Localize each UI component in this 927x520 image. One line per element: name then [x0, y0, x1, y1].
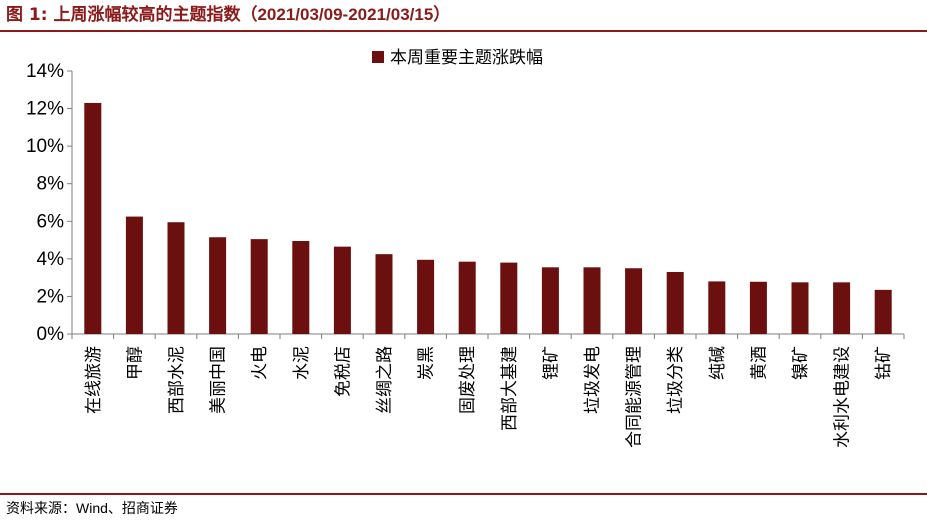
bar	[167, 222, 185, 334]
bar	[708, 281, 726, 334]
bar	[209, 237, 227, 334]
y-tick-label: 2%	[37, 286, 65, 307]
bar	[874, 289, 892, 334]
x-tick-label: 镍矿	[791, 346, 811, 380]
x-tick-label: 丝绸之路	[375, 346, 395, 414]
figure-title-prefix: 图 1:	[6, 5, 48, 25]
x-tick-label: 垃圾发电	[583, 346, 603, 414]
bar	[541, 267, 559, 334]
y-tick-label: 14%	[26, 61, 64, 82]
bar	[749, 281, 767, 334]
x-tick-label: 合同能源管理	[625, 346, 645, 448]
bar	[583, 267, 601, 334]
bar	[292, 241, 310, 334]
x-tick-label: 火电	[250, 346, 270, 380]
x-tick-label: 钴矿	[874, 346, 894, 380]
source-text: Wind、招商证券	[76, 500, 178, 516]
x-tick-label: 水泥	[292, 346, 312, 380]
bar	[791, 282, 809, 334]
source-prefix: 资料来源：	[6, 501, 76, 517]
legend-label: 本周重要主题涨跌幅	[390, 48, 543, 68]
bar	[84, 102, 102, 334]
x-tick-label: 美丽中国	[209, 346, 229, 414]
legend: 本周重要主题涨跌幅	[372, 48, 543, 68]
bar	[458, 261, 476, 334]
footer-divider	[0, 493, 927, 495]
y-tick-label: 12%	[26, 99, 64, 120]
source-note: 资料来源：Wind、招商证券	[6, 498, 178, 518]
x-tick-label: 西部水泥	[167, 346, 187, 414]
figure-title-dates: 2021/03/09-2021/03/15	[257, 5, 434, 24]
figure-title-suffix: ）	[433, 5, 451, 25]
x-tick-label: 锂矿	[541, 346, 561, 380]
x-tick-label: 西部大基建	[500, 346, 520, 431]
figure-title-text: 上周涨幅较高的主题指数（	[53, 5, 258, 25]
bar	[417, 259, 435, 334]
title-divider	[0, 30, 927, 32]
x-tick-label: 纯碱	[708, 346, 728, 380]
x-tick-label: 垃圾分类	[666, 346, 686, 414]
bar	[833, 282, 851, 334]
bar	[500, 262, 518, 334]
y-tick-label: 10%	[26, 136, 64, 157]
x-tick-label: 在线旅游	[84, 346, 104, 414]
x-tick-label: 固废处理	[458, 346, 478, 414]
x-tick-label: 黄酒	[749, 346, 769, 380]
legend-swatch	[372, 51, 384, 63]
x-tick-label: 甲醇	[125, 346, 145, 380]
bar	[625, 268, 643, 334]
bar	[333, 246, 351, 334]
bar-chart: 0% 2% 4% 6% 8% 10% 12% 14% 在线旅游 甲醇 西部水泥 美丽中国 火电 水泥 免税店…	[26, 48, 905, 448]
x-tick-label: 水利水电建设	[833, 346, 853, 448]
bar	[125, 216, 143, 334]
bar	[375, 254, 393, 334]
x-tick-label: 炭黑	[417, 346, 437, 380]
y-tick-label: 6%	[37, 211, 65, 232]
bar	[250, 239, 268, 334]
bar	[666, 272, 684, 334]
y-tick-label: 8%	[37, 174, 65, 195]
y-tick-label: 4%	[37, 249, 65, 270]
figure-title: 图 1: 上周涨幅较高的主题指数（2021/03/09-2021/03/15）	[6, 2, 450, 28]
y-tick-label: 0%	[37, 324, 65, 345]
x-tick-label: 免税店	[333, 346, 353, 397]
